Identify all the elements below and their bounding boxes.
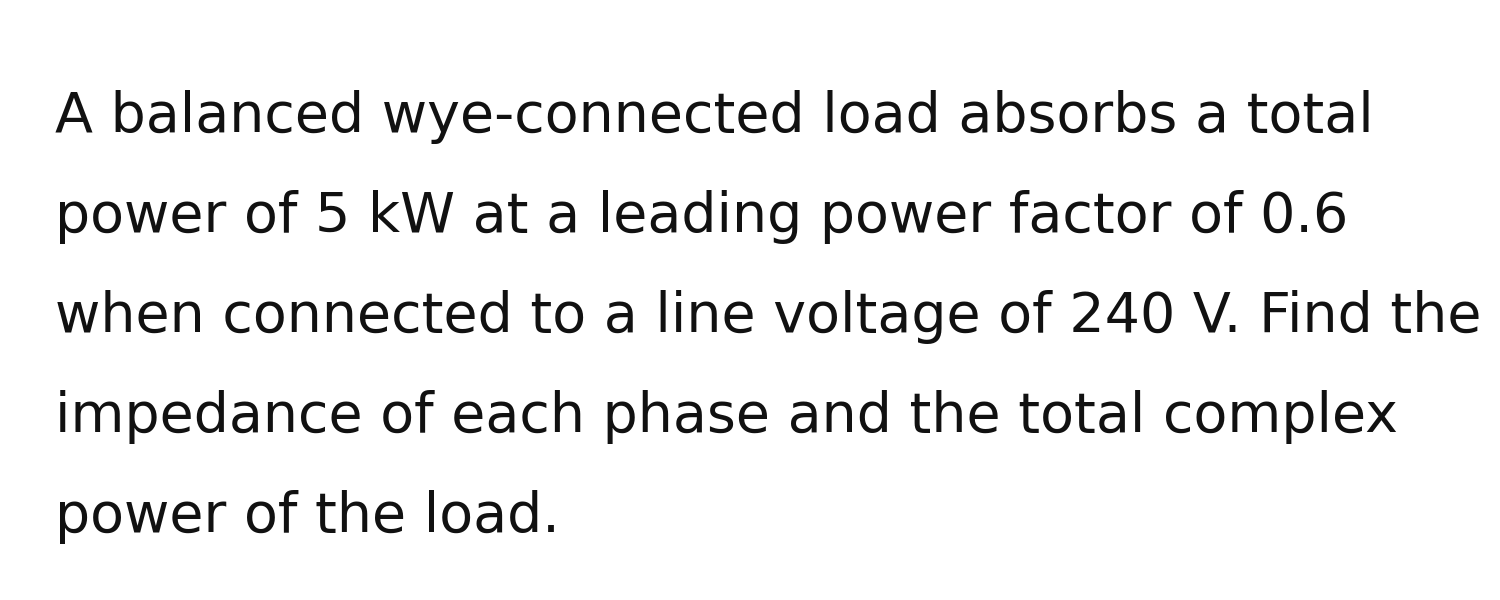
Text: when connected to a line voltage of 240 V. Find the: when connected to a line voltage of 240 … (56, 290, 1482, 344)
Text: power of the load.: power of the load. (56, 490, 560, 544)
Text: power of 5 kW at a leading power factor of 0.6: power of 5 kW at a leading power factor … (56, 190, 1348, 244)
Text: impedance of each phase and the total complex: impedance of each phase and the total co… (56, 390, 1398, 444)
Text: A balanced wye-connected load absorbs a total: A balanced wye-connected load absorbs a … (56, 90, 1374, 144)
